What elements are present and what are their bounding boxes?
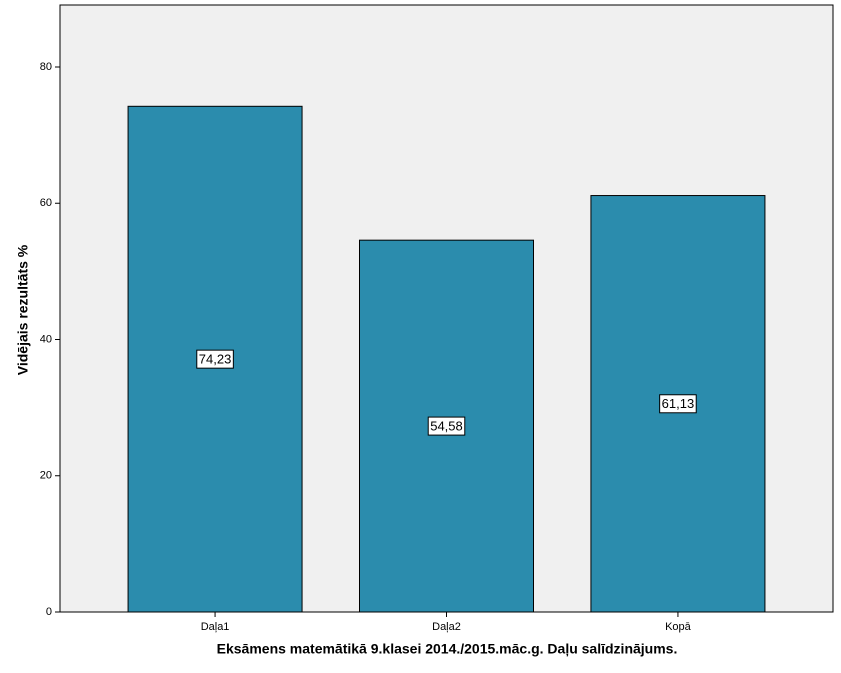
- y-tick-label: 80: [40, 61, 52, 73]
- y-tick-label: 40: [40, 333, 52, 345]
- value-label: 54,58: [430, 419, 463, 434]
- y-tick-label: 20: [40, 470, 52, 482]
- x-axis-title: Eksāmens matemātikā 9.klasei 2014./2015.…: [217, 641, 678, 657]
- value-label-box: [196, 349, 234, 369]
- value-label-box: [659, 394, 697, 414]
- value-label: 61,13: [662, 396, 695, 411]
- x-tick-label: Daļa2: [432, 621, 461, 633]
- x-tick-label: Kopā: [665, 621, 692, 633]
- x-tick-label: Daļa1: [201, 621, 230, 633]
- value-label-box: [427, 416, 466, 436]
- y-axis-title: Vidējais rezultāts %: [15, 244, 31, 375]
- y-tick-label: 60: [40, 197, 52, 209]
- value-label: 74,23: [199, 352, 232, 367]
- y-tick-label: 0: [46, 606, 52, 618]
